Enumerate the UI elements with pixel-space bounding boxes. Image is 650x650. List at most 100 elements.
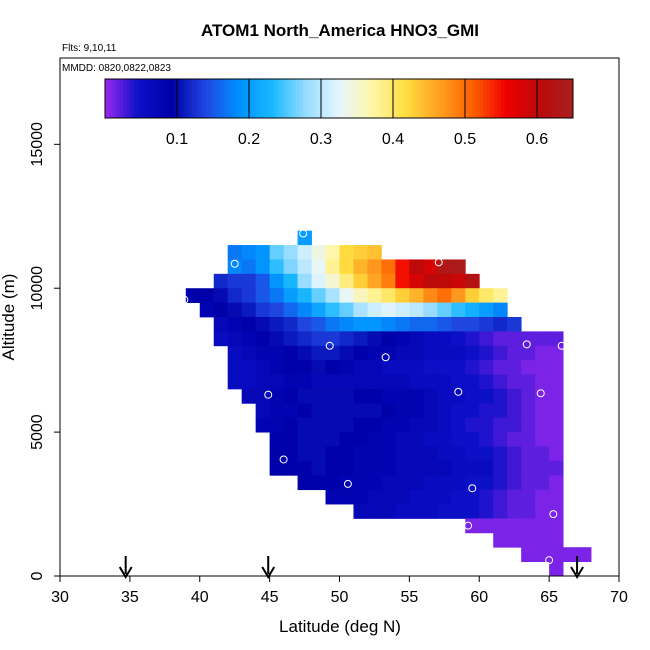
heatmap-cell bbox=[395, 273, 410, 289]
heatmap-cell bbox=[437, 331, 452, 347]
heatmap-cell bbox=[437, 288, 452, 304]
heatmap-cell bbox=[381, 302, 396, 318]
heatmap-cell bbox=[409, 288, 424, 304]
heatmap-cell bbox=[451, 432, 466, 447]
chart-title: ATOM1 North_America HNO3_GMI bbox=[201, 21, 479, 40]
colorbar-swatch bbox=[353, 79, 358, 118]
colorbar-swatch bbox=[256, 79, 261, 118]
heatmap-cell bbox=[269, 245, 285, 260]
heatmap-cell bbox=[479, 432, 494, 447]
colorbar-swatch bbox=[429, 79, 434, 118]
sample-marker bbox=[279, 455, 288, 464]
heatmap-cell bbox=[283, 388, 298, 404]
colorbar-swatch bbox=[115, 79, 120, 118]
sample-markers bbox=[180, 229, 566, 565]
colorbar-swatch bbox=[137, 79, 142, 118]
colorbar-swatch bbox=[483, 79, 488, 118]
heatmap-cell bbox=[213, 317, 229, 332]
heatmap-cell bbox=[465, 331, 480, 347]
heatmap-cell bbox=[255, 259, 271, 275]
heatmap-cell bbox=[339, 331, 354, 347]
colorbar-swatch bbox=[342, 79, 347, 118]
colorbar-swatch bbox=[465, 79, 470, 118]
heatmap-cell bbox=[339, 302, 354, 318]
heatmap-cell bbox=[325, 245, 340, 260]
flight-arrow-head bbox=[570, 566, 584, 579]
heatmap-cell bbox=[227, 273, 243, 289]
heatmap-cell bbox=[283, 245, 298, 260]
colorbar-swatch bbox=[393, 79, 398, 118]
heatmap-cell bbox=[297, 317, 312, 332]
colorbar-swatch bbox=[285, 79, 290, 118]
colorbar-swatch bbox=[497, 79, 502, 118]
colorbar-swatch bbox=[198, 79, 203, 118]
colorbar-swatch bbox=[443, 79, 448, 118]
colorbar-swatch bbox=[389, 79, 394, 118]
heatmap-cell bbox=[409, 475, 424, 491]
heatmap-cell bbox=[493, 432, 508, 447]
heatmap-cell bbox=[269, 317, 285, 332]
heatmap-cell bbox=[521, 360, 536, 375]
heatmap-cell bbox=[297, 460, 312, 476]
heatmap-cell bbox=[395, 504, 410, 519]
x-tick-label: 55 bbox=[400, 589, 418, 606]
heatmap-cell bbox=[493, 460, 508, 476]
flights-label: Flts: 9,10,11 bbox=[62, 43, 117, 54]
heatmap-cell bbox=[549, 532, 564, 548]
colorbar-swatch bbox=[274, 79, 279, 118]
heatmap-cell bbox=[353, 302, 368, 318]
heatmap-cell bbox=[437, 259, 452, 275]
colorbar-swatch bbox=[339, 79, 344, 118]
heatmap-cell bbox=[423, 446, 438, 462]
heatmap-cell bbox=[549, 475, 564, 491]
colorbar-swatch bbox=[205, 79, 210, 118]
heatmap-cell bbox=[241, 302, 257, 318]
heatmap-cell bbox=[549, 403, 564, 419]
heatmap-cell bbox=[479, 460, 494, 476]
heatmap-cell bbox=[339, 273, 354, 289]
y-tick-label: 0 bbox=[29, 571, 46, 580]
heatmap-cell bbox=[479, 345, 494, 361]
heatmap-cell bbox=[367, 504, 382, 519]
heatmap-cell bbox=[269, 273, 285, 289]
colorbar-swatch bbox=[223, 79, 228, 118]
heatmap-cell bbox=[507, 475, 522, 491]
heatmap-cell bbox=[521, 547, 536, 563]
colorbar-swatch bbox=[555, 79, 560, 118]
x-tick-label: 35 bbox=[121, 589, 139, 606]
heatmap-cell bbox=[367, 475, 382, 491]
heatmap-cell bbox=[535, 489, 550, 505]
heatmap-cell bbox=[325, 388, 340, 404]
heatmap-cell bbox=[339, 259, 354, 275]
colorbar-swatch bbox=[108, 79, 113, 118]
sample-marker bbox=[545, 556, 554, 565]
colorbar-swatch bbox=[490, 79, 495, 118]
colorbar-swatch bbox=[457, 79, 462, 118]
heatmap-cell bbox=[479, 360, 494, 375]
colorbar-swatch bbox=[105, 79, 110, 118]
colorbar-swatch bbox=[450, 79, 455, 118]
colorbar-swatch bbox=[155, 79, 160, 118]
colorbar-swatch bbox=[447, 79, 452, 118]
colorbar-swatch bbox=[195, 79, 200, 118]
colorbar-swatch bbox=[511, 79, 516, 118]
heatmap-cell bbox=[493, 302, 508, 318]
flight-arrow-head bbox=[261, 566, 276, 579]
heatmap-cell bbox=[521, 417, 536, 433]
heatmap-cell bbox=[437, 388, 452, 404]
colorbar-swatch bbox=[515, 79, 520, 118]
heatmap-cell bbox=[465, 273, 480, 289]
x-tick-label: 60 bbox=[470, 589, 488, 606]
heatmap-cell bbox=[493, 504, 508, 519]
heatmap-cell bbox=[325, 489, 340, 505]
heatmap-cell bbox=[241, 245, 257, 260]
heatmap-cell bbox=[451, 388, 466, 404]
heatmap-cell bbox=[353, 288, 368, 304]
colorbar-swatch bbox=[288, 79, 293, 118]
heatmap-cell bbox=[367, 489, 382, 505]
colorbar-swatch bbox=[180, 79, 185, 118]
heatmap-cell bbox=[521, 518, 536, 534]
heatmap-cell bbox=[521, 460, 536, 476]
colorbar-swatch bbox=[331, 79, 336, 118]
heatmap-cell bbox=[227, 317, 243, 332]
